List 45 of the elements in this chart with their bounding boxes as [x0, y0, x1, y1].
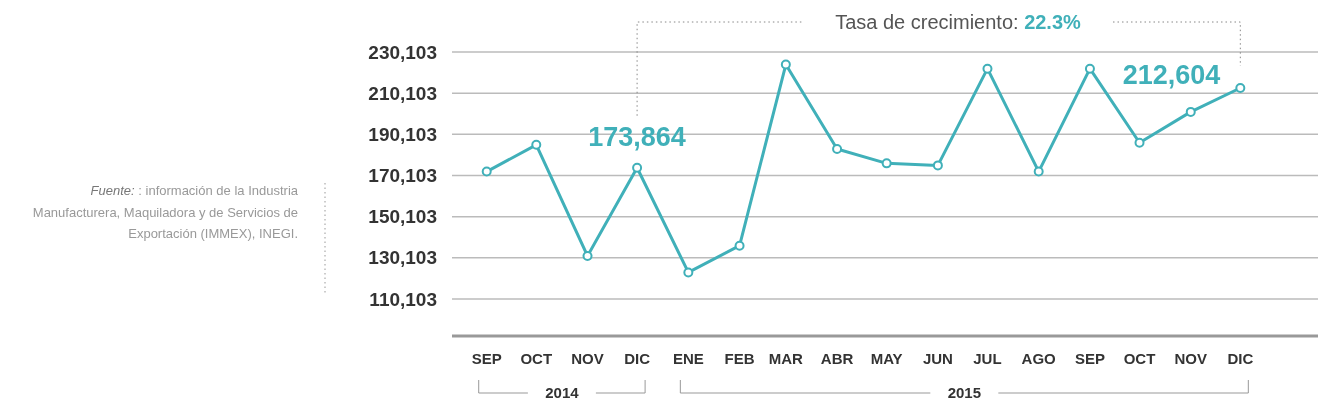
text: Tasa de crecimiento: 22.3%: [835, 11, 1082, 33]
y-tick-label: 230,103: [368, 41, 437, 63]
point: [734, 240, 745, 251]
x-tick-label: DIC: [624, 350, 651, 367]
point: [982, 63, 993, 74]
point: [1185, 106, 1196, 117]
data-label: 173,864: [588, 121, 686, 152]
point: [632, 162, 643, 173]
x-tick-label: MAR: [768, 350, 804, 367]
point: [1235, 83, 1246, 94]
x-tick-label: JUL: [973, 350, 1002, 367]
source-note: Fuente: : información de la Industria Manufacturera, Maquiladora y de Servicios de Exportación (IMMEX), INEGI.: [32, 183, 299, 241]
point: [481, 166, 492, 177]
y-tick-label: 170,103: [368, 165, 437, 187]
point: [832, 143, 843, 154]
data-label: 212,604: [1122, 60, 1221, 91]
y-tick-label: 110,103: [369, 288, 437, 310]
text: 2015: [947, 384, 982, 401]
point: [531, 139, 542, 150]
y-tick-label: 150,103: [368, 206, 437, 228]
point: [1033, 166, 1044, 177]
x-tick-label: MAY: [870, 350, 903, 367]
point: [1134, 137, 1145, 148]
y-tick-label: 210,103: [368, 82, 437, 104]
point: [932, 160, 943, 171]
y-tick-label: 130,103: [368, 247, 437, 269]
x-tick-label: FEB: [724, 350, 755, 367]
x-tick-label: DIC: [1227, 350, 1254, 367]
x-tick-label: SEP: [471, 350, 502, 367]
point: [780, 59, 791, 70]
x-tick-label: SEP: [1074, 350, 1105, 367]
x-tick-label: JUN: [922, 350, 953, 367]
x-tick-label: ABR: [820, 350, 854, 367]
point: [582, 250, 593, 261]
y-tick-label: 190,103: [368, 123, 437, 145]
x-tick-label: ENE: [672, 350, 704, 367]
x-tick-label: OCT: [1123, 350, 1156, 367]
x-tick-label: AGO: [1021, 350, 1057, 367]
x-tick-label: NOV: [571, 350, 604, 367]
text: 2014: [545, 384, 580, 401]
point: [683, 267, 694, 278]
x-tick-label: NOV: [1174, 350, 1207, 367]
x-tick-label: OCT: [520, 350, 553, 367]
point: [881, 158, 892, 169]
point: [1084, 63, 1095, 74]
